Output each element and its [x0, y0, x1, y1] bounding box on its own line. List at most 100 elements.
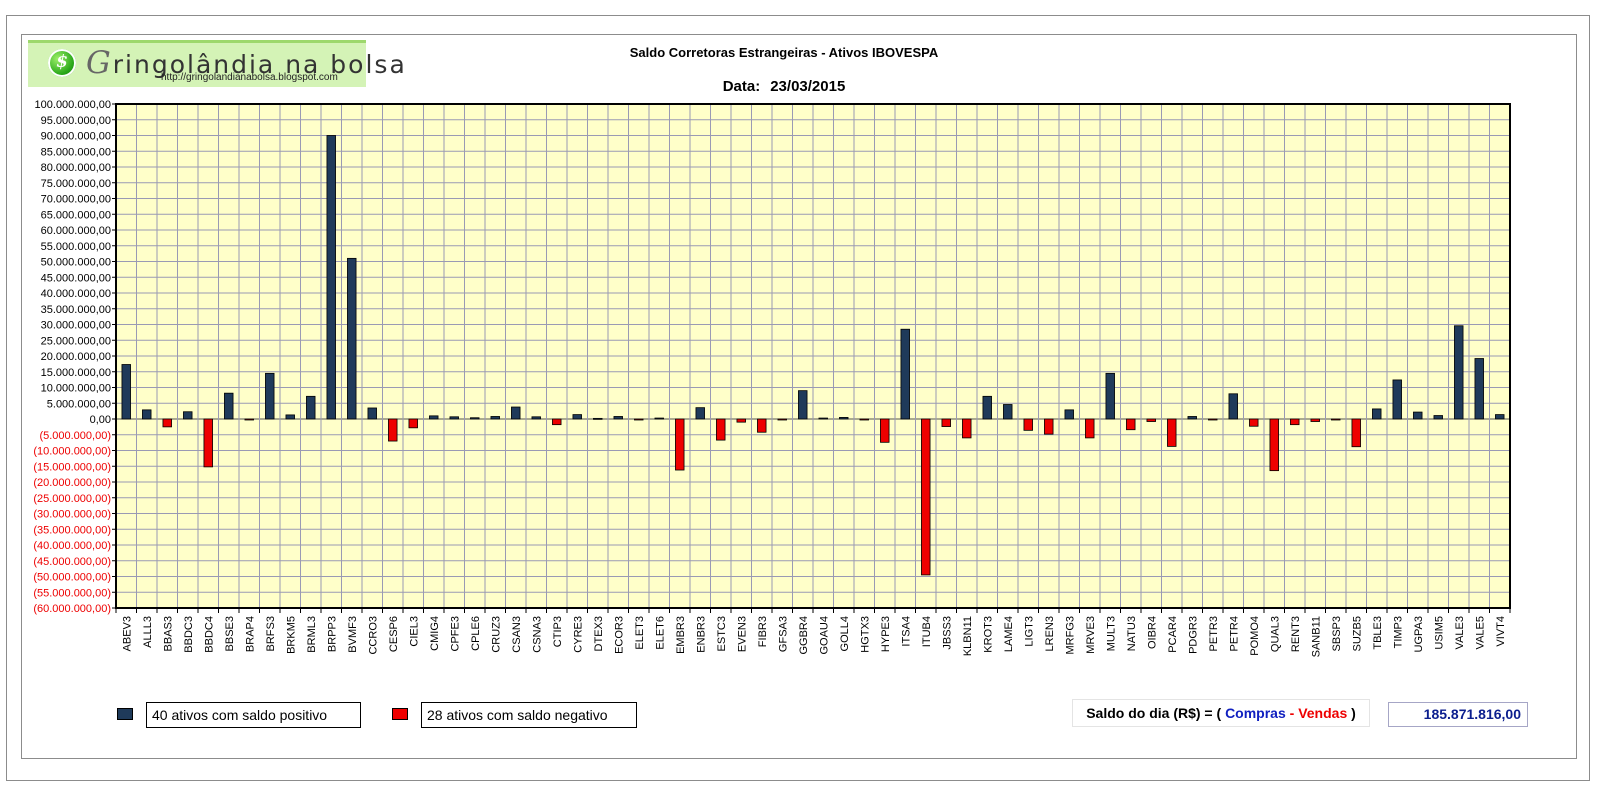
x-tick-label: JBSS3	[941, 616, 953, 650]
x-tick-label: CESP6	[388, 616, 400, 652]
bar-csna3	[531, 416, 541, 420]
bar-chart: 100.000.000,00 95.000.000,00 90.000.000,00…	[33, 99, 1511, 657]
logo-title-rest: ringolândia na bolsa	[112, 50, 407, 79]
y-tick-label: 85.000.000,00	[41, 146, 111, 158]
x-tick-label: LIGT3	[1023, 616, 1035, 647]
x-tick-label: DTEX3	[593, 616, 605, 651]
saldo-label-start: Saldo do dia (R$) = (	[1086, 705, 1222, 721]
x-tick-label: MRFG3	[1064, 616, 1076, 655]
x-tick-label: SUZB5	[1351, 616, 1363, 651]
bar-abev3	[121, 364, 131, 420]
x-tick-label: CIEL3	[408, 616, 420, 647]
y-tick-label: 40.000.000,00	[41, 288, 111, 300]
x-tick-label: FIBR3	[757, 616, 769, 647]
bar-gfsa3	[777, 418, 787, 421]
bar-vale5	[1474, 358, 1484, 420]
x-tick-label: USIM5	[1433, 616, 1445, 650]
bar-ugpa3	[1413, 411, 1423, 420]
y-tick-label: 45.000.000,00	[41, 272, 111, 284]
chart-date: Data: 23/03/2015	[620, 78, 948, 95]
x-tick-label: KLBN11	[962, 616, 974, 656]
x-tick-label: ENBR3	[695, 616, 707, 653]
bar-cyre3	[572, 414, 582, 420]
chart-title: Saldo Corretoras Estrangeiras - Ativos I…	[629, 45, 939, 60]
x-tick-label: SANB11	[1310, 616, 1322, 657]
bar-ggbr4	[798, 390, 808, 420]
date-label: Data:	[722, 78, 761, 95]
bar-rent3	[1290, 418, 1300, 426]
saldo-compras: Compras	[1225, 705, 1286, 721]
saldo-formula-label: Saldo do dia (R$) = ( Compras - Vendas )	[1073, 700, 1369, 726]
legend-negative-swatch	[392, 708, 408, 720]
y-axis-ticks: 100.000.000,00 95.000.000,00 90.000.000,00…	[33, 99, 116, 615]
y-tick-label: 75.000.000,00	[41, 178, 111, 190]
y-tick-label: 50.000.000,00	[41, 257, 111, 269]
saldo-label-end: )	[1351, 705, 1356, 721]
bar-petr4	[1228, 393, 1238, 420]
legend-positive-swatch	[117, 708, 133, 720]
dollar-mark: $	[56, 52, 68, 72]
x-tick-label: VALE5	[1474, 616, 1486, 649]
bar-bbdc3	[183, 411, 193, 420]
y-tick-label: 10.000.000,00	[41, 383, 111, 395]
bar-brap4	[244, 418, 254, 421]
x-tick-label: BBSE3	[224, 616, 236, 651]
bar-vale3	[1454, 325, 1464, 420]
bar-pomo4	[1249, 418, 1259, 427]
bar-dtex3	[593, 417, 603, 420]
bar-ligt3	[1023, 418, 1033, 431]
bar-itsa4	[900, 328, 910, 420]
x-tick-label: VIVT4	[1495, 616, 1507, 647]
x-tick-label: EVEN3	[736, 616, 748, 652]
bar-usim5	[1433, 415, 1443, 420]
bar-jbss3	[941, 418, 951, 427]
bar-ciel3	[408, 418, 418, 429]
bar-lren3	[1044, 418, 1054, 435]
x-tick-label: OIBR4	[1146, 616, 1158, 649]
x-tick-label: CRUZ3	[490, 616, 502, 653]
x-tick-label: CPFE3	[449, 616, 461, 651]
bar-ccro3	[367, 407, 377, 420]
x-tick-label: BRML3	[306, 616, 318, 653]
bar-qual3	[1269, 418, 1279, 472]
y-tick-label: (45.000.000,00)	[33, 556, 111, 568]
x-tick-label: ITSA4	[900, 616, 912, 647]
y-tick-label: 100.000.000,00	[35, 99, 111, 111]
y-tick-label: (55.000.000,00)	[33, 587, 111, 599]
bar-cpfe3	[449, 416, 459, 420]
bar-hgtx3	[859, 418, 869, 421]
bar-csan3	[511, 406, 521, 420]
x-tick-label: BRFS3	[265, 616, 277, 651]
green-globe-dollar-icon: $	[48, 49, 76, 77]
chart-frame	[21, 34, 1577, 759]
bar-timp3	[1392, 379, 1402, 420]
y-tick-label: 65.000.000,00	[41, 209, 111, 221]
y-tick-label: 20.000.000,00	[41, 351, 111, 363]
x-tick-label: CCRO3	[367, 616, 379, 655]
x-tick-label: SBSP3	[1331, 616, 1343, 651]
bar-cmig4	[429, 415, 439, 420]
bar-enbr3	[695, 407, 705, 420]
x-tick-label: ECOR3	[613, 616, 625, 654]
blog-url-link[interactable]: http://gringolandianabolsa.blogspot.com	[161, 72, 338, 83]
y-tick-label: 95.000.000,00	[41, 115, 111, 127]
x-tick-label: MRVE3	[1085, 616, 1097, 654]
bar-oibr4	[1146, 418, 1156, 422]
x-tick-label: BBDC3	[183, 616, 195, 653]
bar-bbdc4	[203, 418, 213, 468]
x-tick-label: CPLE6	[470, 616, 482, 651]
bar-estc3	[716, 418, 726, 441]
x-tick-label: ELET6	[654, 616, 666, 650]
x-tick-label: VALE3	[1454, 616, 1466, 649]
logo-title-initial: G	[86, 45, 113, 81]
x-tick-label: BBDC4	[203, 616, 215, 653]
x-tick-label: CSAN3	[511, 616, 523, 653]
bar-itub4	[921, 418, 931, 576]
legend-positive-label: 40 ativos com saldo positivo	[146, 702, 361, 728]
blog-logo[interactable]: $ Gringolândia na bolsa http://gringolan…	[28, 40, 405, 87]
x-tick-label: HGTX3	[859, 616, 871, 653]
x-tick-label: PETR3	[1208, 616, 1220, 651]
bar-vivt4	[1495, 414, 1505, 420]
bar-sanb11	[1310, 418, 1320, 422]
bar-brpp3	[326, 135, 336, 420]
